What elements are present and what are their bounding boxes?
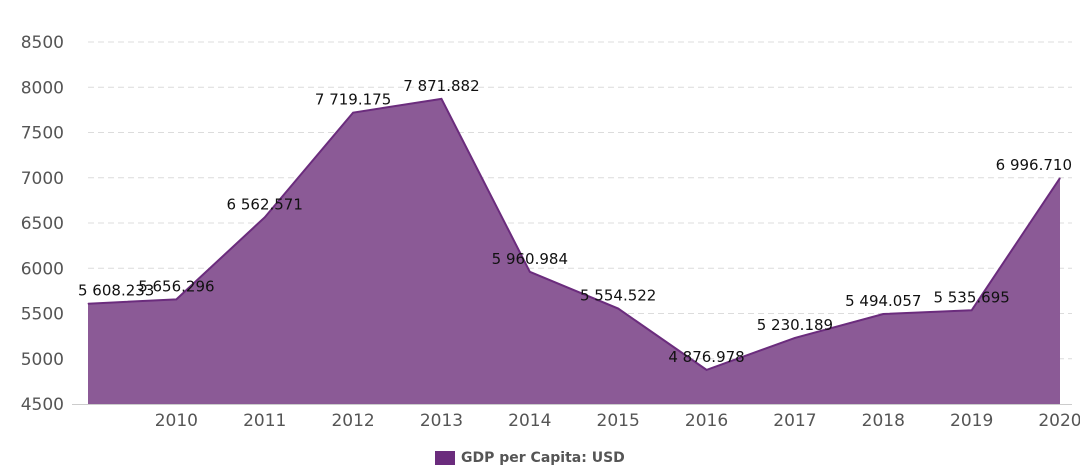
data-point [794, 337, 796, 339]
x-tick-label: 2011 [243, 411, 286, 431]
x-tick-label: 2010 [155, 411, 198, 431]
x-tick-label: 2018 [862, 411, 905, 431]
data-point [87, 303, 89, 305]
y-tick-label: 8000 [21, 78, 64, 98]
data-label: 5 608.233 [78, 282, 154, 300]
y-tick-label: 6500 [21, 214, 64, 234]
data-label: 7 871.882 [403, 77, 479, 95]
x-tick-label: 2014 [508, 411, 551, 431]
data-point [706, 369, 708, 371]
data-point [440, 98, 442, 100]
y-tick-label: 8500 [21, 33, 64, 53]
legend[interactable]: GDP per Capita: USD [435, 450, 625, 466]
data-label: 5 535.695 [933, 288, 1009, 306]
y-tick-label: 7000 [21, 169, 64, 189]
data-point [352, 112, 354, 114]
y-tick-label: 4500 [21, 395, 64, 415]
series-area [87, 97, 1061, 405]
data-label: 5 494.057 [845, 292, 921, 310]
x-axis-tick-labels: 2010 2011 2012 2013 2014 2015 2016 2017 2018 2019… [155, 411, 1080, 431]
data-label: 4 876.978 [668, 348, 744, 366]
y-tick-label: 6000 [21, 259, 64, 279]
data-label: 6 562.571 [227, 195, 303, 213]
x-tick-label: 2016 [685, 411, 728, 431]
data-point [529, 271, 531, 273]
data-label: 7 719.175 [315, 91, 391, 109]
data-label: 5 230.189 [757, 316, 833, 334]
y-tick-label: 7500 [21, 124, 64, 144]
y-tick-label: 5000 [21, 350, 64, 370]
data-point [617, 308, 619, 310]
series-line [87, 97, 1061, 371]
y-tick-label: 5500 [21, 305, 64, 325]
legend-swatch [435, 451, 455, 465]
area-fill [88, 98, 1060, 405]
legend-label: GDP per Capita: USD [461, 450, 625, 466]
y-axis-tick-labels: 4500 5000 5500 6000 6500 7000 7500 8000 8500 [21, 33, 64, 415]
data-label: 5 960.984 [492, 250, 568, 268]
data-point [175, 298, 177, 300]
data-point [1059, 177, 1061, 179]
x-tick-label: 2012 [331, 411, 374, 431]
data-label: 5 656.296 [138, 277, 214, 295]
data-label: 5 554.522 [580, 287, 656, 305]
data-point [264, 216, 266, 218]
x-tick-label: 2015 [597, 411, 640, 431]
data-point [882, 313, 884, 315]
data-point [971, 309, 973, 311]
x-tick-label: 2017 [773, 411, 816, 431]
x-tick-label: 2013 [420, 411, 463, 431]
x-tick-label: 2019 [950, 411, 993, 431]
x-tick-label: 2020 [1038, 411, 1080, 431]
data-label: 6 996.710 [996, 156, 1072, 174]
